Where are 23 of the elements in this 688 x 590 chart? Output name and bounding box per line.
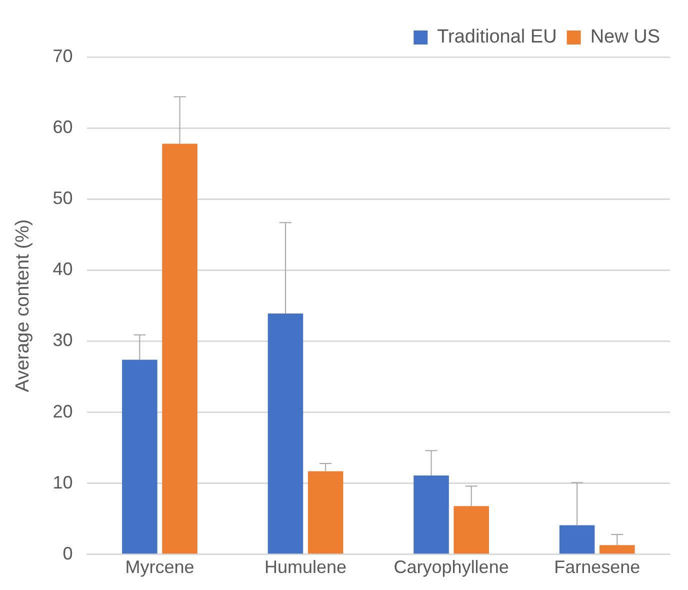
y-axis-title: Average content (%) bbox=[12, 219, 34, 392]
x-tick-label: Myrcene bbox=[125, 557, 194, 578]
y-tick-label: 10 bbox=[52, 472, 73, 492]
y-tick-label: 70 bbox=[52, 46, 73, 66]
x-tick-label: Caryophyllene bbox=[394, 557, 509, 578]
bar bbox=[454, 506, 489, 554]
bar bbox=[122, 360, 158, 554]
y-tick-label: 0 bbox=[62, 543, 73, 564]
y-tick-label: 40 bbox=[52, 259, 73, 280]
y-tick-label: 60 bbox=[52, 117, 73, 138]
x-tick-label: Farnesene bbox=[554, 557, 640, 578]
legend-label: New US bbox=[590, 26, 660, 48]
bar bbox=[268, 314, 304, 554]
bar bbox=[162, 144, 198, 554]
bar bbox=[414, 476, 449, 554]
bar bbox=[559, 525, 595, 554]
y-tick-label: 50 bbox=[52, 188, 73, 208]
legend-label: Traditional EU bbox=[437, 26, 557, 48]
y-tick-label: 20 bbox=[52, 401, 73, 422]
y-tick-label: 30 bbox=[52, 330, 73, 350]
x-tick-label: Humulene bbox=[264, 557, 347, 578]
bar bbox=[600, 545, 635, 554]
bar bbox=[308, 471, 344, 554]
